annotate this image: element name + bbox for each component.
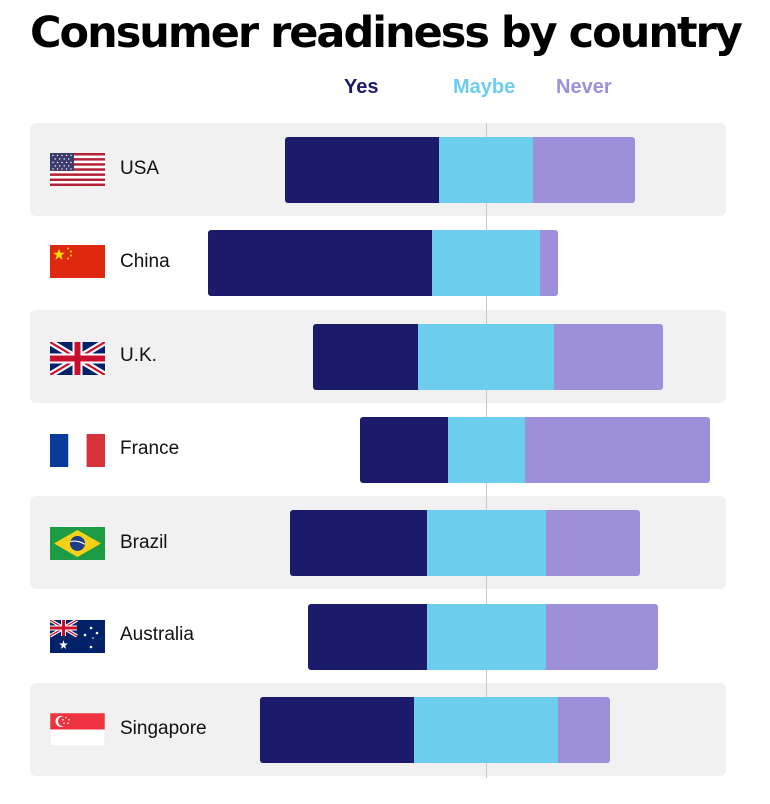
bar-never-china (540, 230, 558, 297)
brazil-flag-icon (50, 527, 105, 560)
uk-flag-icon (50, 342, 105, 375)
chart-title: Consumer readiness by country (30, 8, 743, 58)
bar-maybe-china (431, 230, 541, 297)
country-label-brazil: Brazil (120, 532, 168, 553)
bar-yes-uk (312, 323, 418, 390)
bar-yes-singapore (260, 696, 415, 763)
country-label-uk: U.K. (120, 345, 157, 366)
legend-yes: Yes (344, 76, 379, 98)
singapore-flag-icon (50, 713, 105, 746)
bar-never-brazil (545, 510, 640, 577)
bar-yes-australia (307, 603, 427, 670)
bar-maybe-france (447, 416, 525, 483)
country-label-usa: USA (120, 158, 160, 179)
australia-flag-icon (50, 620, 105, 653)
bar-maybe-singapore (414, 696, 558, 763)
bar-never-france (524, 416, 710, 483)
bar-maybe-australia (426, 603, 546, 670)
bar-yes-usa (284, 137, 439, 203)
bar-never-usa (533, 137, 635, 203)
usa-flag-icon (50, 153, 105, 186)
bar-maybe-brazil (426, 510, 546, 577)
legend-maybe: Maybe (453, 76, 516, 98)
bar-never-australia (545, 603, 658, 670)
bar-yes-france (360, 416, 448, 483)
legend-never: Never (556, 76, 612, 98)
country-label-france: France (120, 438, 180, 459)
bar-never-singapore (557, 696, 611, 763)
france-flag-icon (50, 434, 105, 467)
country-label-australia: Australia (120, 624, 194, 645)
bar-maybe-uk (417, 323, 555, 390)
bar-never-uk (554, 323, 663, 390)
country-label-singapore: Singapore (120, 718, 207, 739)
country-label-china: China (120, 251, 170, 272)
china-flag-icon (50, 245, 105, 278)
bar-yes-china (207, 230, 432, 297)
bar-yes-brazil (290, 510, 427, 577)
bar-maybe-usa (438, 137, 534, 203)
